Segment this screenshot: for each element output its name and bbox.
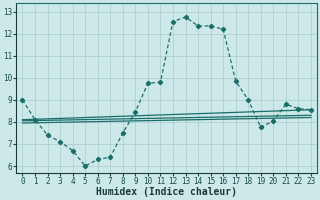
X-axis label: Humidex (Indice chaleur): Humidex (Indice chaleur) [96,187,237,197]
